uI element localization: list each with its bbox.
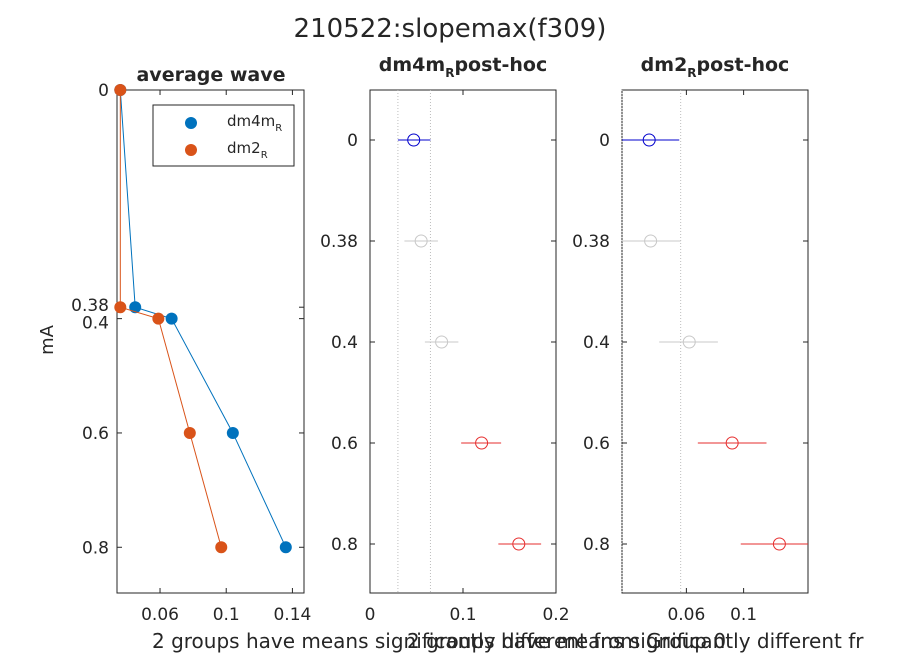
- y-tick-label: 0.38: [320, 232, 358, 252]
- x-tick-label: 0.1: [213, 605, 240, 625]
- data-point-dm2_R: [114, 301, 127, 314]
- data-point-dm4m_R: [226, 426, 239, 439]
- dm2-posthoc-title: dm2Rpost-hoc: [641, 54, 790, 80]
- legend-marker-dm2: [185, 144, 197, 156]
- x-tick-label: 0.06: [667, 605, 705, 625]
- group-mean-marker: [725, 436, 739, 450]
- x-tick-label: 0.1: [449, 605, 476, 625]
- data-point-dm4m_R: [129, 301, 142, 314]
- y-tick-label: 0.6: [583, 434, 610, 454]
- y-tick-label: 0: [98, 81, 109, 101]
- footer-text-2: 2 groups have means significantly differ…: [407, 629, 864, 653]
- y-tick-label: 0.8: [82, 538, 109, 558]
- dm2-posthoc-panel: dm2Rpost-hoc 0.06 0.1 0 0.38 0.4 0.6 0.8: [572, 54, 809, 625]
- legend-marker-dm4m: [185, 117, 197, 129]
- y-tick-label: 0: [599, 131, 610, 151]
- y-axis-label: mA: [37, 324, 58, 355]
- group-mean-marker: [512, 537, 526, 551]
- data-point-dm2_R: [152, 312, 165, 325]
- x-tick-label: 0.2: [542, 605, 569, 625]
- average-wave-panel: average wave 0.06 0.1 0.14 0 0.380.4 0.6 0.8 m…: [37, 64, 311, 625]
- dm4m-posthoc-title: dm4mRpost-hoc: [379, 54, 547, 80]
- figure-title: 210522:slopemax(f309): [294, 14, 607, 44]
- dm4m-posthoc-panel: dm4mRpost-hoc 0 0.1 0.2 0 0.38 0.4 0.6 0.8: [320, 54, 569, 625]
- y-tick-label: 0.4: [331, 333, 358, 353]
- group-mean-marker: [435, 335, 449, 349]
- y-tick-label: 0.6: [82, 424, 109, 444]
- x-tick-label: 0: [365, 605, 376, 625]
- data-point-dm2_R: [183, 426, 196, 439]
- y-tick-label: 0.38: [71, 296, 109, 316]
- x-tick-label: 0.14: [273, 605, 311, 625]
- group-mean-marker: [475, 436, 489, 450]
- average-wave-ticks: 0.06 0.1 0.14 0 0.380.4 0.6 0.8: [71, 81, 311, 625]
- group-mean-marker: [414, 234, 428, 248]
- y-tick-label: 0: [347, 131, 358, 151]
- data-point-dm4m_R: [279, 541, 292, 554]
- y-tick-label: 0.38: [572, 232, 610, 252]
- data-point-dm2_R: [114, 84, 127, 96]
- dm4m-posthoc-content: 0 0.1 0.2 0 0.38 0.4 0.6 0.8: [320, 90, 570, 625]
- legend-label-dm2: dm2R: [227, 139, 268, 161]
- data-point-dm4m_R: [165, 312, 178, 325]
- y-tick-label: 0.4: [82, 314, 109, 334]
- group-mean-marker: [772, 537, 786, 551]
- data-point-dm2_R: [215, 541, 228, 554]
- footer-text-1: 2 groups have means significantly differ…: [152, 629, 726, 653]
- group-mean-marker: [642, 133, 656, 147]
- group-mean-marker: [407, 133, 421, 147]
- average-wave-title: average wave: [136, 64, 285, 86]
- legend: dm4mR dm2R: [152, 104, 295, 167]
- average-wave-series: [114, 84, 292, 554]
- legend-label-dm4m: dm4mR: [227, 112, 282, 134]
- x-tick-label: 0.06: [141, 605, 179, 625]
- dm2-posthoc-content: 0.06 0.1 0 0.38 0.4 0.6 0.8: [572, 90, 808, 625]
- y-tick-label: 0.4: [583, 333, 610, 353]
- dm4m-posthoc-axes-box: [369, 89, 557, 594]
- y-tick-label: 0.8: [331, 535, 358, 555]
- legend-box: [152, 104, 295, 167]
- group-mean-marker: [682, 335, 696, 349]
- y-tick-label: 0.8: [583, 535, 610, 555]
- group-mean-marker: [644, 234, 658, 248]
- x-tick-label: 0.1: [730, 605, 757, 625]
- y-tick-label: 0.6: [331, 434, 358, 454]
